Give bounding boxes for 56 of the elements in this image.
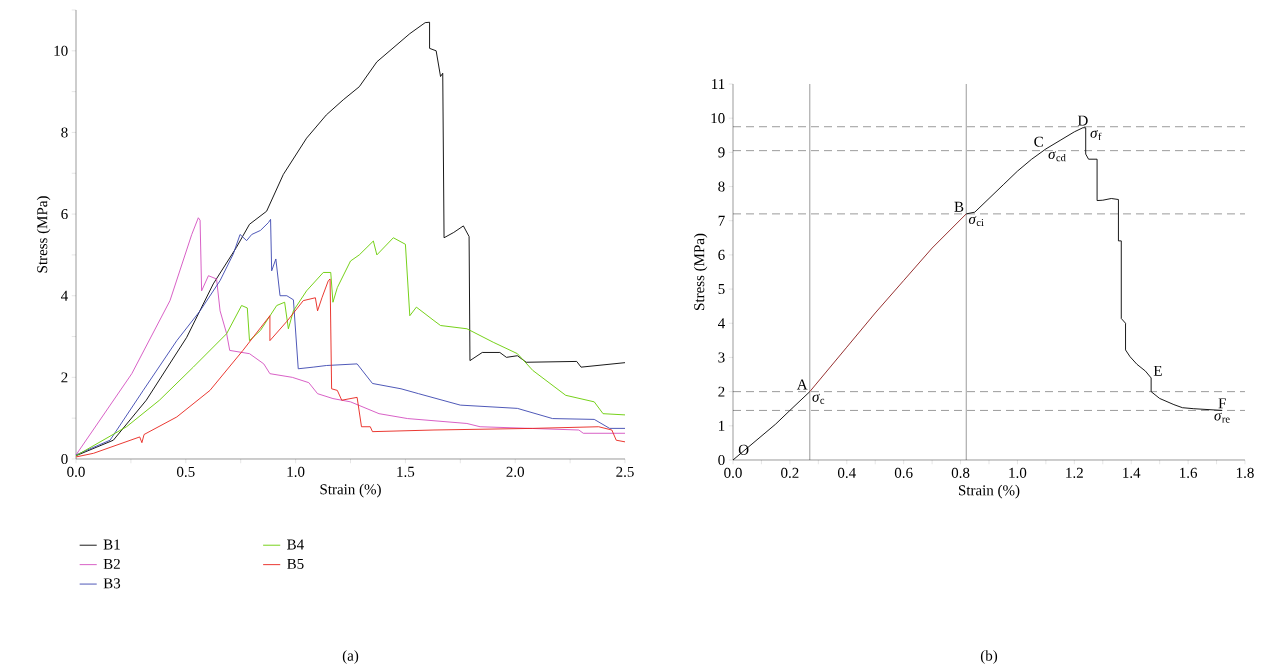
legend-label: B2 [103, 558, 120, 569]
y-tick-label: 2 [718, 386, 725, 397]
x-tick-label: 1.0 [287, 466, 305, 477]
y-tick-label: 7 [718, 215, 725, 226]
annotation: σ$_{re}$ [1214, 412, 1230, 423]
x-tick-label: 1.8 [1236, 467, 1254, 478]
y-axis-title: Stress (MPa) [693, 233, 708, 310]
x-tick-label: 1.6 [1180, 467, 1198, 478]
y-axis-title: Stress (MPa) [36, 196, 51, 273]
y-tick-label: 4 [61, 290, 68, 301]
legend-label: B1 [103, 539, 120, 550]
annotation: σ$_{c}$ [812, 393, 825, 404]
y-tick-label: 9 [718, 147, 725, 158]
y-tick-label: 6 [61, 209, 68, 220]
y-tick-label: 1 [719, 420, 725, 431]
y-tick-label: 2 [61, 372, 68, 383]
x-tick-label: 0.6 [894, 467, 913, 478]
x-tick-label: 2.0 [506, 466, 525, 477]
y-tick-label: 10 [711, 113, 725, 124]
annotation: F [1218, 398, 1226, 409]
x-tick-label: 1.5 [397, 466, 415, 477]
annotation: σ$_{ci}$ [968, 216, 984, 227]
y-tick-label: 0 [61, 453, 68, 465]
x-axis-title: Strain (%) [320, 483, 381, 498]
y-tick-label: 8 [61, 127, 68, 138]
text: (b) [980, 650, 998, 664]
y-tick-label: 8 [718, 181, 725, 192]
x-tick-label: 0.4 [837, 467, 856, 478]
x-tick-label: 1.4 [1123, 467, 1141, 478]
y-tick-label: 11 [712, 79, 725, 89]
x-tick-label: 0.0 [724, 467, 742, 478]
y-tick-label: 6 [718, 249, 725, 260]
x-tick-label: 0.2 [781, 467, 799, 478]
legend-label: B4 [287, 539, 304, 550]
y-tick-label: 10 [54, 45, 68, 56]
y-tick-label: 5 [718, 284, 725, 295]
y-tick-label: 0 [718, 454, 725, 466]
text: (a) [342, 650, 359, 664]
x-tick-label: 2.5 [616, 466, 634, 477]
x-tick-label: 0.8 [951, 467, 970, 478]
legend-label: B3 [103, 578, 121, 589]
x-tick-label: 0.0 [67, 466, 85, 477]
annotation: E [1153, 365, 1162, 376]
annotation: σ$_{f}$ [1090, 129, 1102, 141]
x-tick-label: 0.5 [177, 466, 195, 477]
annotation: D [1077, 115, 1088, 126]
x-tick-label: 1.2 [1066, 467, 1083, 478]
y-tick-label: 3 [718, 352, 725, 363]
annotation: A [796, 379, 808, 390]
annotation: C [1034, 136, 1043, 147]
annotation: σ$_{cd}$ [1048, 151, 1066, 162]
legend-label: B5 [287, 558, 304, 569]
x-axis-title: Strain (%) [958, 484, 1020, 499]
y-tick-label: 4 [718, 318, 725, 329]
x-tick-label: 1.0 [1009, 467, 1027, 478]
annotation: B [954, 201, 964, 212]
